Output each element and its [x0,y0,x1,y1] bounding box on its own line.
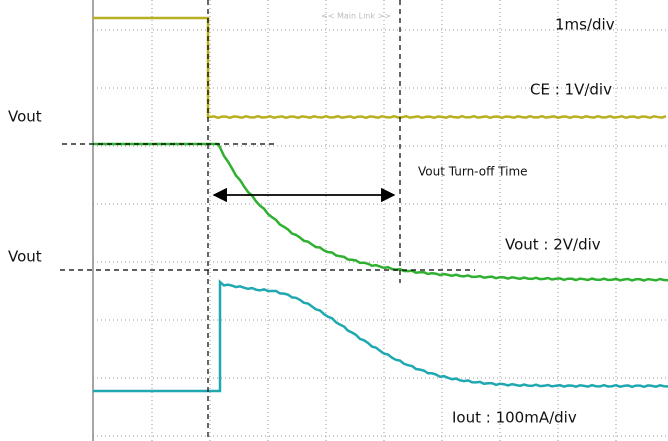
time-scale: 1ms/div [555,16,615,34]
grid [93,0,668,441]
vout-top-label: Vout [8,108,42,126]
turn-off-label: Vout Turn-off Time [418,165,528,179]
iout-scale: Iout : 100mA/div [452,409,577,427]
vout-scale: Vout : 2V/div [505,236,601,254]
vout-trace [93,142,668,282]
iout-trace [93,279,668,393]
link-label: << Main Link >> [321,12,391,21]
ce-trace [93,16,667,120]
vout-bottom-label: Vout [8,248,42,266]
ce-scale: CE : 1V/div [530,81,612,99]
